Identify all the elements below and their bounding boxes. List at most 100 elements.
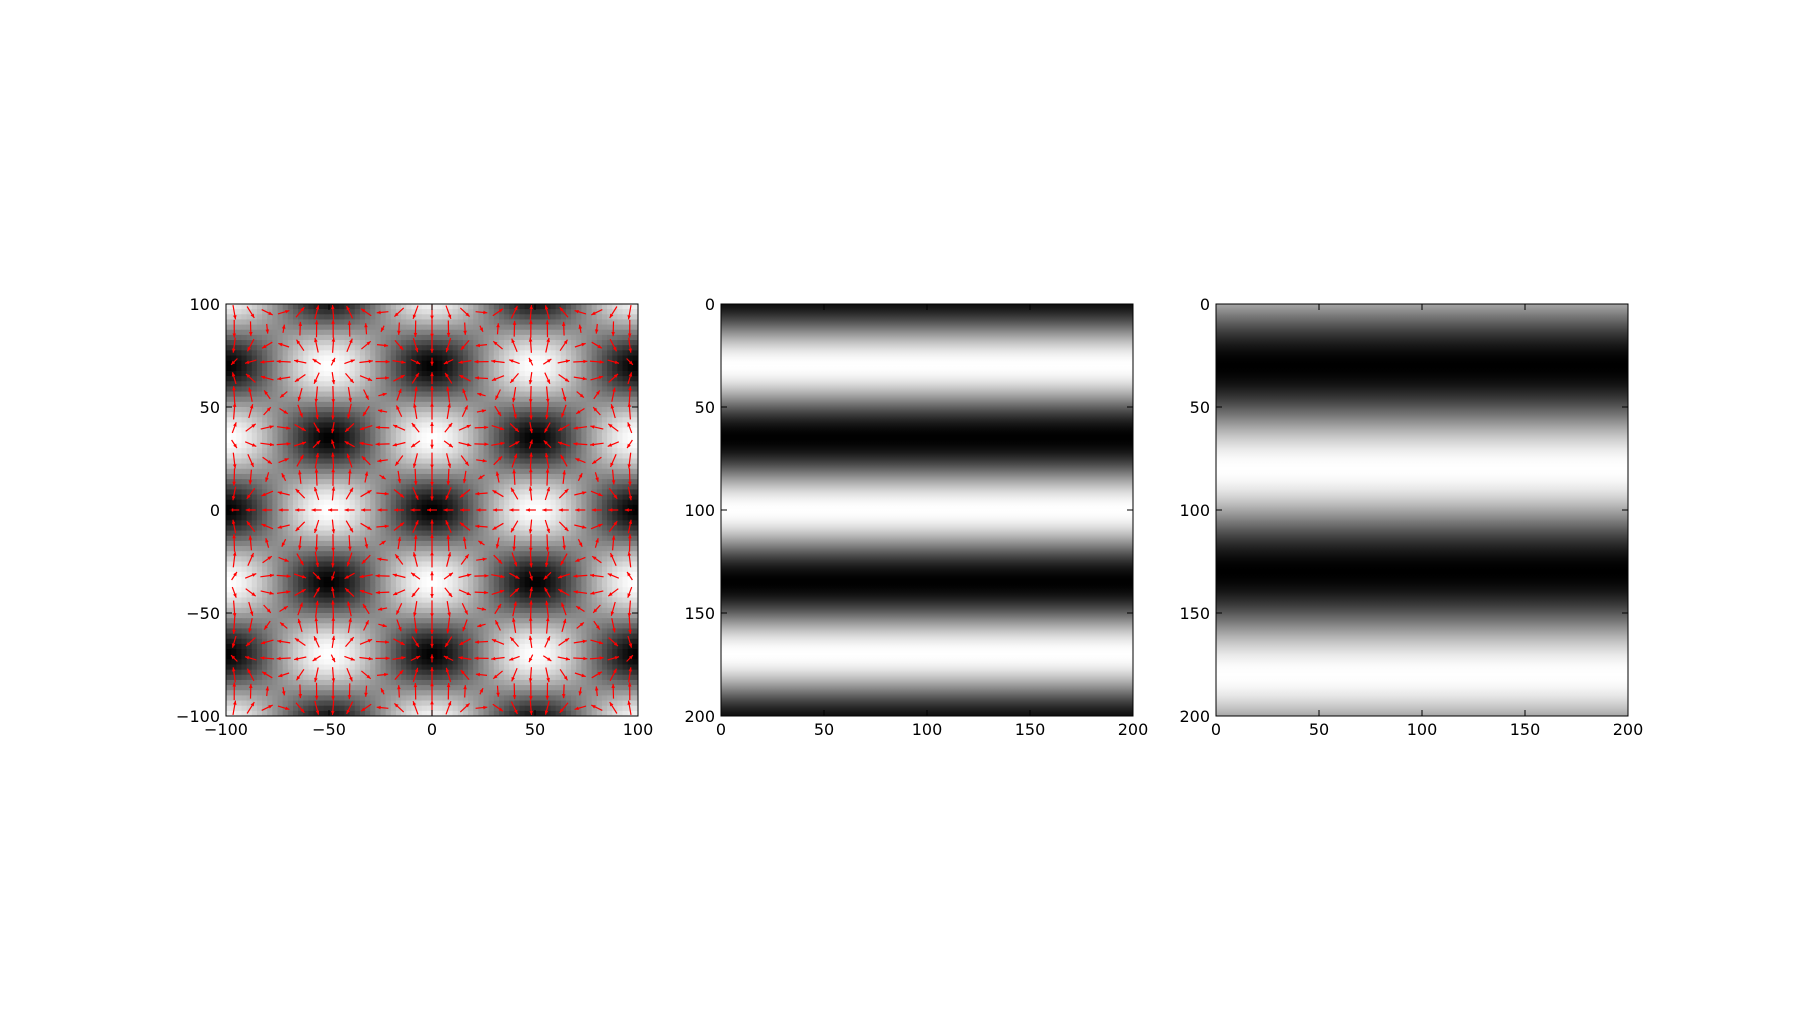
quiver-arrow [509,422,520,433]
quiver-arrow [561,321,566,336]
quiver-arrow [393,489,405,498]
quiver-arrow [608,637,619,647]
quiver-arrow [331,402,335,420]
quiver-arrow [578,324,583,333]
quiver-arrow [380,325,385,333]
quiver-arrow [245,637,256,647]
quiver-arrow [627,486,633,501]
quiver-arrow [591,704,603,711]
quiver-arrow [528,372,533,385]
quiver-arrow [430,519,434,534]
quiver-arrow [361,508,372,512]
quiver-arrow [393,374,405,382]
quiver-arrow [492,489,504,498]
x-tick-label: 0 [716,720,726,739]
quiver-arrow [544,486,550,501]
quiver-arrow [627,700,632,716]
quiver-arrow [575,407,585,415]
quiver-arrow [557,656,571,661]
heatmap-stripes [721,304,1133,716]
quiver-arrow [393,702,405,713]
quiver-arrow [331,452,335,469]
quiver-arrow [232,682,237,701]
quiver-arrow [478,474,485,480]
quiver-arrow [397,685,401,698]
quiver-arrow [573,639,587,644]
quiver-arrow [244,359,257,364]
quiver-arrow [476,508,487,512]
quiver-arrow [361,554,371,565]
quiver-arrow [462,619,468,632]
quiver-arrow [561,387,567,402]
quiver-arrow [609,453,617,468]
quiver-arrow [231,439,238,449]
quiver-arrow [394,455,404,467]
quiver-arrow [294,374,306,383]
quiver-arrow [281,472,287,482]
y-tick-label: 100 [189,295,220,314]
quiver-arrow [529,534,533,552]
quiver-arrow [394,669,404,680]
quiver-arrow [573,574,588,578]
quiver-arrow [542,655,552,662]
quiver-arrow [607,656,620,661]
y-tick-label: 200 [1179,707,1210,726]
quiver-arrow [458,424,472,431]
quiver-arrow [248,404,254,419]
quiver-arrow [628,616,632,634]
quiver-arrow [510,520,519,533]
x-tick-label: −50 [312,720,346,739]
quiver-arrows [229,304,635,716]
quiver-arrow [312,655,322,662]
quiver-arrow [546,386,550,403]
quiver-arrow [331,635,336,648]
quiver-arrow [392,360,406,364]
quiver-arrow [314,337,319,353]
quiver-arrow [443,440,454,448]
quiver-arrow [279,621,288,629]
x-tick-label: 150 [1015,720,1046,739]
heatmap-stripes [1216,304,1628,716]
x-tick-label: 150 [1510,720,1541,739]
quiver-arrow [430,486,434,501]
quiver-arrow [245,588,257,597]
quiver-arrow [312,440,321,449]
quiver-arrow [445,487,452,500]
quiver-arrow [446,468,451,486]
quiver-arrow [247,453,255,468]
quiver-arrow [232,551,237,568]
quiver-arrow [463,685,467,698]
quiver-arrow [359,441,373,446]
quiver-arrow [459,307,471,318]
quiver-arrow [463,322,467,335]
quiver-arrow [260,425,274,430]
quiver-arrow [460,669,470,680]
quiver-arrow [427,508,437,512]
quiver-arrow [279,605,289,613]
quiver-arrow [512,535,516,551]
quiver-arrow [363,389,370,401]
quiver-arrow [509,373,519,384]
quiver-arrow [590,523,603,530]
quiver-arrow [558,423,570,432]
quiver-arrow [277,310,290,315]
quiver-arrow [575,605,585,613]
quiver-arrow [627,519,633,534]
quiver-arrow [393,307,405,318]
quiver-arrow [359,425,373,431]
quiver-arrow [276,442,291,446]
quiver-arrow [589,442,604,447]
quiver-arrow [298,470,302,484]
quiver-arrow [496,323,500,335]
quiver-arrow [560,454,568,467]
quiver-arrow [246,701,255,714]
quiver-arrow [608,520,618,533]
quiver-arrow [263,604,272,614]
quiver-arrow [559,668,568,681]
quiver-arrow [347,683,352,700]
quiver-arrow [348,535,352,551]
quiver-arrow [276,574,291,578]
quiver-arrow [609,668,618,682]
quiver-arrow [546,617,550,634]
